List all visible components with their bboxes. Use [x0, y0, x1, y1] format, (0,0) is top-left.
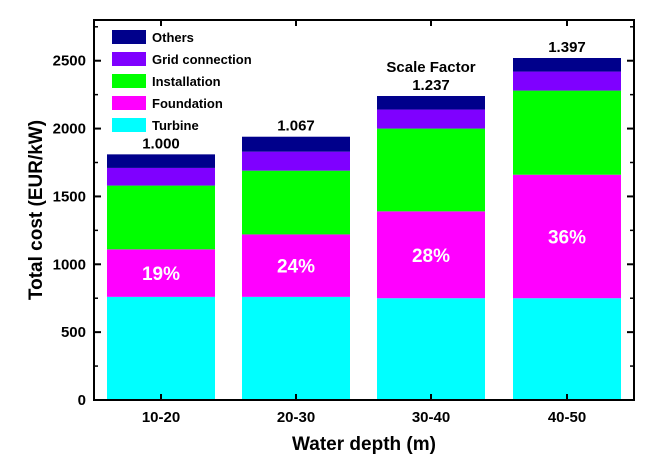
y-tick-label: 2500	[53, 53, 86, 70]
bar-segment-grid-connection-10-20	[107, 167, 215, 186]
bar-segment-others-30-40	[377, 96, 485, 110]
foundation-share-label: 36%	[548, 227, 586, 248]
bar-segment-grid-connection-30-40	[377, 109, 485, 129]
bar-segment-others-20-30	[242, 136, 350, 152]
scale-factor-label: 1.000	[142, 135, 180, 152]
foundation-share-label: 19%	[142, 264, 180, 285]
plot-frame	[93, 19, 635, 401]
scale-factor-label: 1.237	[412, 77, 450, 94]
y-tick-label: 500	[61, 324, 86, 341]
bar-segment-grid-connection-20-30	[242, 151, 350, 171]
y-tick-label: 1500	[53, 188, 86, 205]
legend-label: Turbine	[152, 118, 199, 133]
bar-segment-installation-10-20	[107, 185, 215, 250]
x-axis-label: Water depth (m)	[292, 434, 436, 455]
bar-segment-others-10-20	[107, 154, 215, 168]
legend-swatch	[112, 30, 146, 44]
foundation-share-label: 28%	[412, 246, 450, 267]
bar-segment-installation-30-40	[377, 128, 485, 212]
bar-segment-turbine-10-20	[107, 296, 215, 400]
y-tick-label: 0	[78, 392, 86, 409]
x-tick-label: 10-20	[142, 409, 180, 426]
bar-segment-foundation-10-20	[107, 249, 215, 297]
bar-segment-grid-connection-40-50	[513, 71, 621, 91]
legend-swatch	[112, 52, 146, 66]
bar-segment-foundation-30-40	[377, 211, 485, 299]
legend: Others Grid connection Installation Foundat…	[112, 30, 252, 133]
bar-segment-installation-20-30	[242, 170, 350, 235]
bar-segment-turbine-40-50	[513, 298, 621, 400]
bar-segment-turbine-30-40	[377, 298, 485, 400]
legend-label: Foundation	[152, 96, 223, 111]
y-tick-label: 2000	[53, 121, 86, 138]
legend-swatch	[112, 74, 146, 88]
bar-annotations: 1.000 19% 1.067 24% 1.237 28% 1.397 36% Scale Fa…	[142, 39, 586, 285]
bars-layer	[107, 58, 621, 400]
y-tick-label: 1000	[53, 256, 86, 273]
bar-segment-others-40-50	[513, 58, 621, 72]
scale-factor-label: 1.067	[277, 118, 315, 135]
legend-label: Installation	[152, 74, 221, 89]
foundation-share-label: 24%	[277, 257, 315, 278]
y-axis-label: Total cost (EUR/kW)	[26, 120, 47, 300]
scale-factor-title: Scale Factor	[386, 59, 475, 76]
bar-segment-installation-40-50	[513, 90, 621, 175]
bar-segment-turbine-20-30	[242, 296, 350, 400]
legend-label: Grid connection	[152, 52, 252, 67]
scale-factor-label: 1.397	[548, 39, 586, 56]
legend-swatch	[112, 96, 146, 110]
x-tick-label: 30-40	[412, 409, 450, 426]
x-tick-label: 40-50	[548, 409, 586, 426]
legend-label: Others	[152, 30, 194, 45]
x-tick-label: 20-30	[277, 409, 315, 426]
legend-swatch	[112, 118, 146, 132]
bar-segment-foundation-40-50	[513, 174, 621, 299]
bar-segment-foundation-20-30	[242, 234, 350, 297]
axis-ticks: 0 500 1000 1500 2000 2500 10-20 20-30 30-40 40-50	[53, 20, 634, 426]
